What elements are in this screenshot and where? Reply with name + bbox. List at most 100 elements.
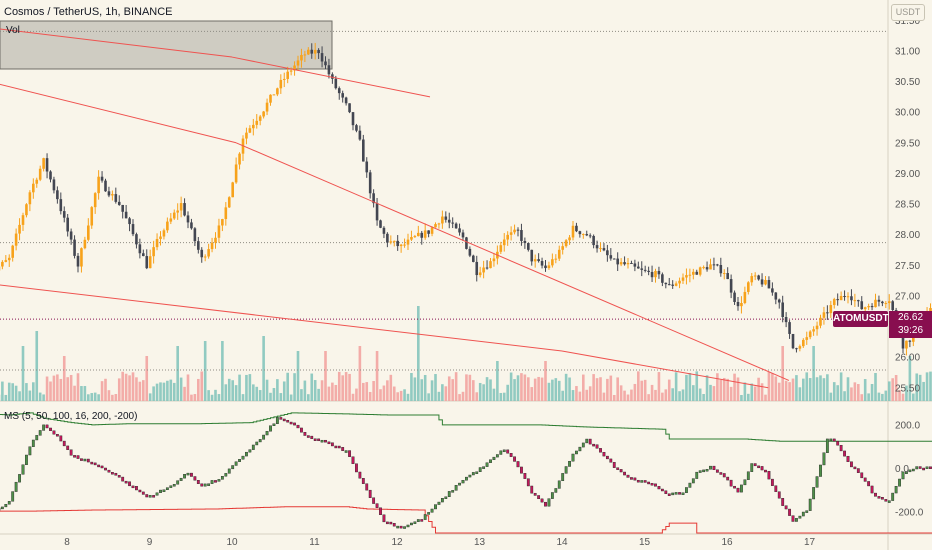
volume-legend-box bbox=[0, 20, 333, 70]
candle-body bbox=[35, 179, 39, 184]
ms-bar bbox=[712, 465, 716, 470]
volume-bar bbox=[557, 380, 561, 401]
ms-bar bbox=[176, 480, 180, 485]
price-tick-label: 29.50 bbox=[895, 138, 920, 149]
volume-bar bbox=[403, 389, 406, 401]
ms-bar bbox=[52, 430, 56, 435]
ms-bar bbox=[513, 456, 516, 462]
volume-bar bbox=[80, 386, 83, 401]
candle-body bbox=[654, 270, 657, 278]
volume-bar bbox=[822, 378, 826, 401]
candle-body bbox=[179, 203, 183, 211]
candle-body bbox=[307, 49, 310, 55]
candle-body bbox=[812, 329, 815, 332]
candle-body bbox=[430, 227, 434, 234]
ms-bar bbox=[217, 479, 221, 482]
candle-body bbox=[21, 215, 25, 225]
candle-body bbox=[764, 279, 767, 285]
ms-bar bbox=[286, 419, 290, 423]
volume-bar bbox=[441, 384, 444, 401]
currency-unit-button[interactable]: USDT bbox=[891, 4, 925, 21]
ms-bar bbox=[736, 487, 740, 493]
ms-bar bbox=[351, 456, 355, 464]
candle-body bbox=[719, 264, 723, 274]
candle-body bbox=[571, 225, 575, 238]
ms-bar bbox=[660, 488, 664, 492]
candle-body bbox=[705, 267, 709, 270]
bar-countdown: 39:26 bbox=[897, 325, 924, 336]
ms-bar bbox=[334, 445, 338, 449]
ms-bar bbox=[740, 484, 743, 493]
ms-bar bbox=[262, 434, 266, 440]
volume-bar bbox=[599, 377, 602, 401]
ms-bar bbox=[805, 510, 809, 513]
ms-bar bbox=[688, 482, 692, 488]
ms-bar bbox=[846, 455, 850, 462]
candle-body bbox=[475, 261, 479, 276]
candle-body bbox=[554, 258, 558, 260]
volume-bar bbox=[447, 376, 451, 401]
ms-bar bbox=[327, 441, 331, 445]
candle-body bbox=[547, 265, 551, 269]
candle-body bbox=[121, 204, 124, 212]
volume-bar bbox=[802, 378, 805, 401]
candle-body bbox=[176, 210, 179, 213]
candle-body bbox=[152, 247, 155, 257]
candle-body bbox=[362, 139, 365, 162]
volume-bar bbox=[203, 341, 207, 401]
ms-bar bbox=[602, 452, 606, 457]
candle-body bbox=[492, 258, 496, 262]
volume-bar bbox=[210, 394, 214, 401]
candle-body bbox=[716, 264, 719, 266]
volume-bars bbox=[0, 306, 932, 401]
ms-bar bbox=[341, 447, 345, 451]
ms-bar bbox=[403, 526, 406, 529]
volume-bar bbox=[135, 377, 138, 401]
volume-bar bbox=[654, 389, 657, 401]
price-tick-label: 31.50 bbox=[895, 16, 920, 27]
ms-bar bbox=[227, 468, 231, 474]
ms-bar bbox=[609, 458, 613, 463]
candle-body bbox=[355, 125, 358, 131]
ms-bar bbox=[0, 506, 4, 510]
candle-body bbox=[540, 261, 544, 266]
candle-body bbox=[609, 255, 613, 259]
candle-body bbox=[461, 232, 465, 238]
volume-bar bbox=[915, 373, 919, 401]
volume-bar bbox=[262, 336, 265, 401]
time-tick-label: 10 bbox=[226, 537, 238, 548]
volume-label: Vol bbox=[6, 25, 20, 36]
volume-bar bbox=[90, 393, 94, 401]
volume-bar bbox=[293, 373, 296, 401]
volume-bar bbox=[155, 383, 159, 401]
ms-bar bbox=[698, 470, 702, 473]
candle-body bbox=[7, 257, 11, 261]
candle-body bbox=[317, 49, 320, 54]
candle-body bbox=[93, 193, 97, 208]
ms-bar bbox=[533, 492, 537, 496]
candle-body bbox=[337, 88, 341, 94]
candle-body bbox=[351, 112, 355, 126]
volume-bar bbox=[874, 373, 877, 401]
ms-bar bbox=[248, 449, 252, 453]
volume-bar bbox=[891, 378, 894, 401]
ms-bar bbox=[447, 491, 451, 497]
ms-bar bbox=[554, 488, 558, 493]
candle-body bbox=[255, 120, 259, 125]
ms-bar bbox=[324, 439, 327, 443]
volume-bar bbox=[207, 390, 210, 401]
ms-bar bbox=[791, 515, 795, 522]
volume-bar bbox=[887, 381, 891, 401]
candle-body bbox=[320, 53, 324, 62]
volume-bar bbox=[499, 392, 503, 401]
volume-bar bbox=[49, 381, 52, 401]
candle-body bbox=[527, 243, 530, 250]
volume-bar bbox=[372, 381, 375, 401]
volume-bar bbox=[252, 384, 255, 401]
trendlines[interactable] bbox=[0, 28, 790, 389]
ms-bar bbox=[310, 435, 314, 439]
candle-body bbox=[1, 261, 4, 267]
ms-bar bbox=[640, 480, 644, 483]
